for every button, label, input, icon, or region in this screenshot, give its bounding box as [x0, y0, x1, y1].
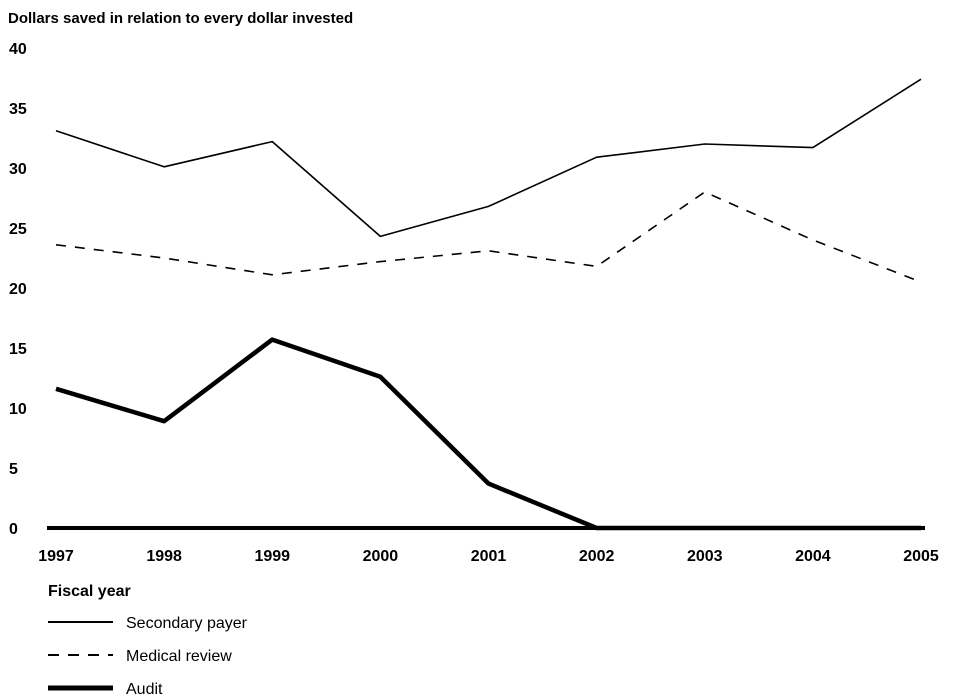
y-axis-title: Dollars saved in relation to every dolla…: [8, 10, 353, 27]
y-tick-label: 30: [9, 161, 27, 178]
x-tick-label: 1997: [38, 548, 74, 565]
x-tick-label: 2005: [903, 548, 939, 565]
legend-label: Secondary payer: [126, 615, 248, 632]
legend-label: Audit: [126, 681, 163, 696]
y-tick-label: 25: [9, 221, 27, 238]
y-tick-label: 15: [9, 341, 27, 358]
x-tick-label: 1998: [146, 548, 182, 565]
y-tick-label: 5: [9, 461, 18, 478]
y-tick-label: 40: [9, 41, 27, 58]
series-line-secondary-payer: [55, 78, 922, 238]
x-tick-label: 2001: [471, 548, 507, 565]
x-tick-label: 1999: [254, 548, 290, 565]
series-line-medical-review: [55, 191, 922, 283]
x-axis-title: Fiscal year: [48, 583, 131, 600]
series-line-audit: [55, 337, 921, 531]
x-tick-label: 2002: [579, 548, 615, 565]
y-tick-label: 35: [9, 101, 27, 118]
y-tick-label: 10: [9, 401, 27, 418]
x-tick-label: 2004: [795, 548, 831, 565]
y-tick-label: 0: [9, 521, 18, 538]
x-tick-label: 2000: [363, 548, 399, 565]
y-tick-label: 20: [9, 281, 27, 298]
legend-label: Medical review: [126, 648, 232, 665]
x-tick-label: 2003: [687, 548, 723, 565]
